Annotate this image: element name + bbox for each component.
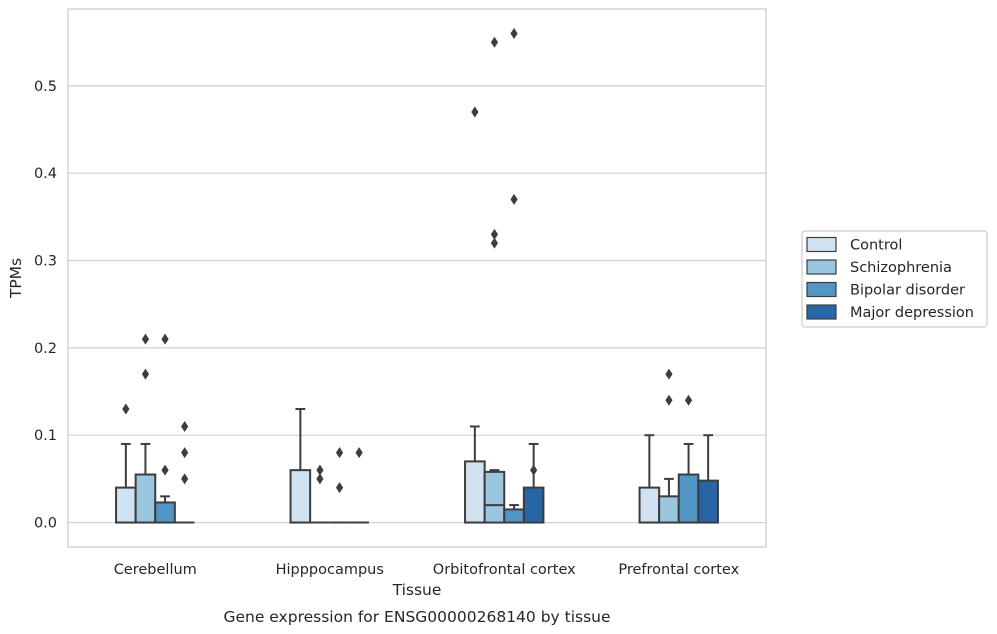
y-tick-label: 0.4 bbox=[34, 166, 57, 182]
box-major-depression bbox=[349, 447, 369, 524]
y-gridlines bbox=[68, 85, 766, 524]
x-tick-label: Orbitofrontal cortex bbox=[433, 562, 576, 578]
plot-frame bbox=[67, 8, 767, 548]
box-body bbox=[154, 501, 176, 524]
box-body bbox=[115, 486, 137, 524]
box-control bbox=[289, 408, 312, 524]
box-schizophrenia bbox=[658, 368, 680, 524]
boxes bbox=[115, 27, 719, 524]
flier-point bbox=[161, 464, 169, 476]
box-bipolar-disorder bbox=[329, 447, 350, 524]
flier-point bbox=[122, 403, 130, 415]
x-tick-label: Hipppocampus bbox=[276, 562, 384, 578]
legend-swatch bbox=[806, 281, 837, 298]
flier-point bbox=[141, 368, 150, 380]
flier-point bbox=[490, 36, 499, 48]
flier-point bbox=[490, 228, 499, 240]
box-body bbox=[464, 460, 486, 524]
x-tick-label: Prefrontal cortex bbox=[618, 562, 739, 578]
flier-point bbox=[355, 447, 363, 459]
plot-border bbox=[67, 8, 767, 548]
box-body bbox=[503, 508, 525, 524]
flier-point bbox=[665, 394, 673, 406]
figure-caption: Gene expression for ENSG00000268140 by t… bbox=[223, 608, 610, 626]
legend-swatch bbox=[806, 304, 837, 320]
y-tick-label: 0.1 bbox=[34, 428, 57, 444]
flier-point bbox=[490, 237, 499, 249]
legend-label: Schizophrenia bbox=[850, 260, 952, 276]
box-body bbox=[697, 479, 719, 524]
box-body bbox=[638, 486, 661, 524]
box-bipolar-disorder bbox=[677, 394, 700, 524]
y-tick-label: 0.0 bbox=[34, 516, 57, 532]
legend-frame bbox=[801, 230, 988, 328]
box-body bbox=[522, 486, 545, 524]
flier-point bbox=[316, 464, 324, 476]
box-body bbox=[658, 495, 680, 524]
legend-label: Bipolar disorder bbox=[850, 283, 965, 299]
flier-point bbox=[530, 464, 538, 476]
box-bipolar-disorder bbox=[503, 27, 525, 524]
box-major-depression bbox=[522, 442, 545, 524]
box-major-depression bbox=[697, 434, 719, 524]
flier-point bbox=[316, 473, 324, 485]
flier-point bbox=[335, 482, 344, 494]
flier-point bbox=[161, 333, 169, 345]
y-axis-label: TPMs bbox=[7, 258, 25, 299]
y-tick-label: 0.5 bbox=[34, 79, 57, 95]
flier-point bbox=[471, 106, 479, 118]
flier-point bbox=[181, 473, 189, 485]
legend-swatch bbox=[806, 236, 837, 253]
flier-point bbox=[141, 333, 150, 345]
box-schizophrenia bbox=[134, 333, 157, 524]
box-body bbox=[134, 473, 157, 524]
flier-point bbox=[665, 368, 673, 380]
x-tick-label: Cerebellum bbox=[114, 562, 197, 578]
flier-point bbox=[510, 27, 518, 39]
box-body bbox=[677, 473, 700, 524]
flier-point bbox=[181, 447, 189, 459]
box-control bbox=[115, 403, 137, 524]
flier-point bbox=[684, 394, 693, 406]
box-bipolar-disorder bbox=[154, 333, 176, 524]
flier-point bbox=[510, 193, 518, 205]
legend: Control Schizophrenia Bipolar disorder Majo… bbox=[801, 230, 988, 328]
flier-point bbox=[335, 447, 344, 459]
box-control bbox=[464, 106, 486, 524]
box-major-depression bbox=[174, 420, 195, 524]
box-schizophrenia bbox=[310, 464, 330, 524]
legend-swatch bbox=[806, 259, 837, 275]
tick-labels: 0.0 0.1 0.2 0.3 0.4 0.5 Cerebellum Hipppocampus… bbox=[34, 79, 740, 578]
box-control bbox=[638, 434, 661, 524]
flier-point bbox=[181, 420, 189, 432]
box-body bbox=[483, 470, 506, 524]
box-schizophrenia bbox=[483, 36, 506, 524]
legend-label: Major depression bbox=[850, 305, 974, 321]
y-tick-label: 0.2 bbox=[34, 341, 57, 357]
legend-label: Control bbox=[850, 238, 902, 254]
y-tick-label: 0.3 bbox=[34, 254, 57, 270]
box-body bbox=[289, 469, 312, 524]
x-axis-label: Tissue bbox=[392, 581, 442, 599]
